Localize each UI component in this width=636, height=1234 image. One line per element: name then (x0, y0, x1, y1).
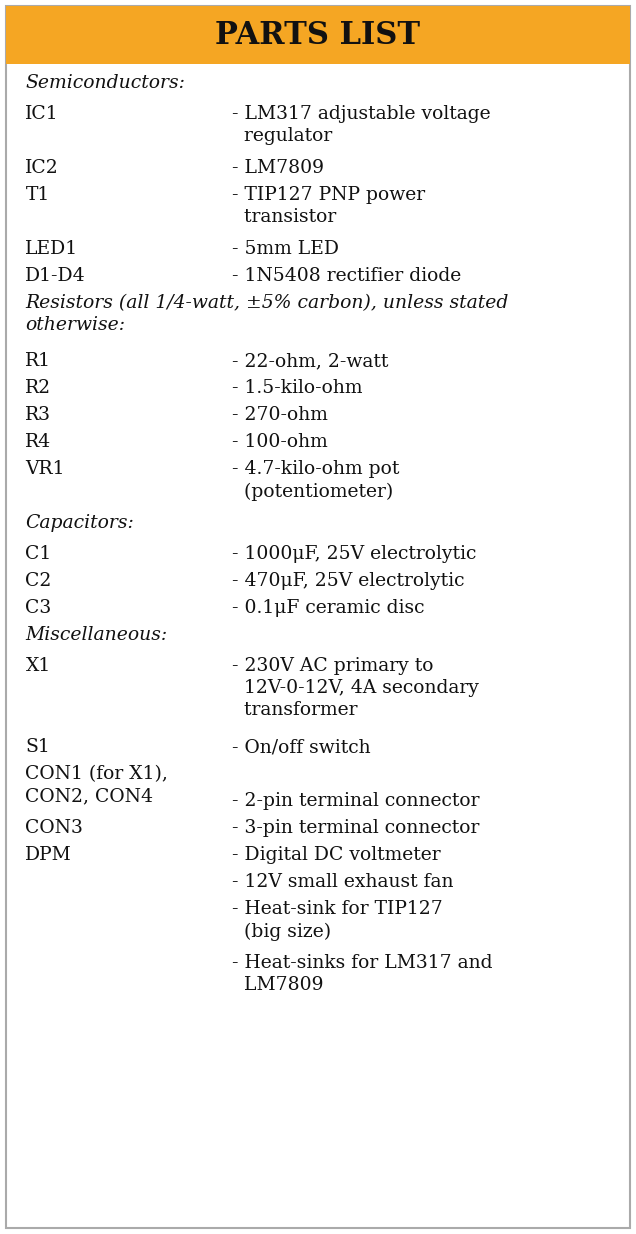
Text: VR1: VR1 (25, 460, 65, 478)
Text: D1-D4: D1-D4 (25, 267, 86, 285)
Text: - 1.5-kilo-ohm: - 1.5-kilo-ohm (232, 379, 363, 397)
Text: DPM: DPM (25, 847, 73, 864)
Text: - Heat-sink for TIP127
  (big size): - Heat-sink for TIP127 (big size) (232, 900, 443, 940)
Text: - On/off switch: - On/off switch (232, 738, 371, 756)
Text: CON1 (for X1),
CON2, CON4: CON1 (for X1), CON2, CON4 (25, 765, 169, 806)
Text: - 230V AC primary to
  12V-0-12V, 4A secondary
  transformer: - 230V AC primary to 12V-0-12V, 4A secon… (232, 656, 479, 719)
Text: Miscellaneous:: Miscellaneous: (25, 626, 168, 644)
Text: R2: R2 (25, 379, 52, 397)
Text: T1: T1 (25, 186, 50, 204)
Text: - LM7809: - LM7809 (232, 159, 324, 176)
Text: R3: R3 (25, 406, 52, 424)
Text: Resistors (all 1/4-watt, ±5% carbon), unless stated
otherwise:: Resistors (all 1/4-watt, ±5% carbon), un… (25, 294, 509, 334)
Text: CON3: CON3 (25, 819, 83, 837)
Text: S1: S1 (25, 738, 50, 756)
Text: - LM317 adjustable voltage
  regulator: - LM317 adjustable voltage regulator (232, 105, 491, 146)
Text: R4: R4 (25, 433, 52, 450)
Text: - 470μF, 25V electrolytic: - 470μF, 25V electrolytic (232, 573, 465, 590)
Text: - 3-pin terminal connector: - 3-pin terminal connector (232, 819, 480, 837)
Text: Semiconductors:: Semiconductors: (25, 74, 186, 93)
Bar (6, 6, 630, 64)
Text: PARTS LIST: PARTS LIST (216, 20, 420, 51)
Text: - 0.1μF ceramic disc: - 0.1μF ceramic disc (232, 598, 425, 617)
Text: - Heat-sinks for LM317 and
  LM7809: - Heat-sinks for LM317 and LM7809 (232, 954, 493, 995)
Text: - Digital DC voltmeter: - Digital DC voltmeter (232, 847, 441, 864)
Text: C3: C3 (25, 598, 52, 617)
Text: IC1: IC1 (25, 105, 59, 123)
Text: X1: X1 (25, 656, 51, 675)
Text: - 4.7-kilo-ohm pot
  (potentiometer): - 4.7-kilo-ohm pot (potentiometer) (232, 460, 399, 501)
Text: - 1N5408 rectifier diode: - 1N5408 rectifier diode (232, 267, 461, 285)
Text: - 2-pin terminal connector: - 2-pin terminal connector (232, 792, 480, 810)
Text: - 12V small exhaust fan: - 12V small exhaust fan (232, 872, 453, 891)
Text: - 22-ohm, 2-watt: - 22-ohm, 2-watt (232, 352, 389, 370)
Text: LED1: LED1 (25, 239, 79, 258)
Text: - 270-ohm: - 270-ohm (232, 406, 328, 424)
Text: C1: C1 (25, 545, 52, 563)
Text: C2: C2 (25, 573, 52, 590)
Text: - TIP127 PNP power
  transistor: - TIP127 PNP power transistor (232, 186, 425, 226)
Text: - 100-ohm: - 100-ohm (232, 433, 328, 450)
Text: - 1000μF, 25V electrolytic: - 1000μF, 25V electrolytic (232, 545, 476, 563)
Text: Capacitors:: Capacitors: (25, 515, 134, 532)
Text: - 5mm LED: - 5mm LED (232, 239, 339, 258)
Text: IC2: IC2 (25, 159, 59, 176)
Text: R1: R1 (25, 352, 52, 370)
